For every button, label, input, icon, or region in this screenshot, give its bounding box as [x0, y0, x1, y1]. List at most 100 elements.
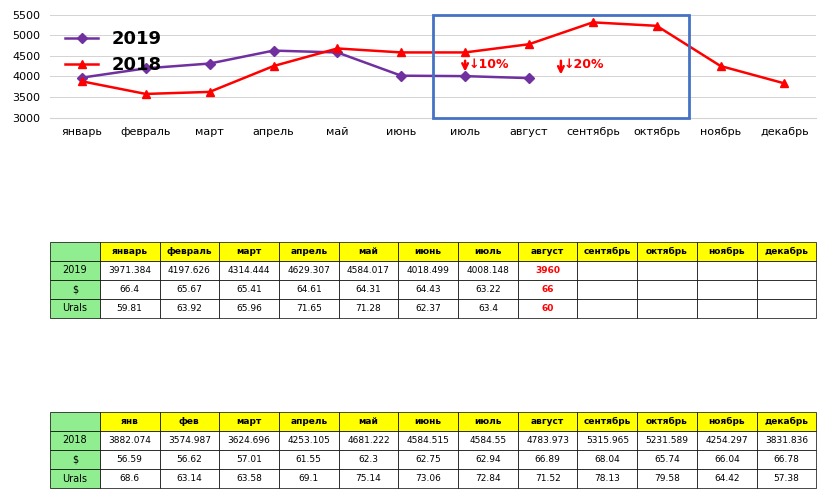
Bar — [50, 450, 100, 469]
Text: 62.3: 62.3 — [358, 455, 378, 464]
Bar — [756, 450, 816, 469]
Text: янв: янв — [121, 417, 138, 426]
2018 — [780, 80, 790, 86]
Text: 68.6: 68.6 — [120, 474, 140, 483]
Text: 64.31: 64.31 — [356, 285, 382, 294]
Text: 64.42: 64.42 — [714, 474, 740, 483]
Text: 59.81: 59.81 — [117, 304, 142, 313]
2019 — [77, 74, 87, 80]
Bar — [577, 450, 637, 469]
Text: 66.89: 66.89 — [535, 455, 561, 464]
Text: 63.4: 63.4 — [478, 304, 498, 313]
2018 — [77, 78, 87, 84]
Bar — [279, 431, 339, 450]
Text: август: август — [531, 417, 564, 426]
Text: 71.52: 71.52 — [535, 474, 561, 483]
Bar — [637, 261, 697, 280]
Bar — [159, 280, 219, 299]
Bar — [518, 299, 577, 318]
Text: 2019: 2019 — [62, 265, 87, 275]
2019 — [524, 75, 534, 81]
Bar — [219, 261, 279, 280]
Bar — [50, 299, 100, 318]
Text: август: август — [531, 246, 564, 256]
Bar — [219, 299, 279, 318]
Text: Urals: Urals — [62, 473, 87, 484]
Text: 56.62: 56.62 — [177, 455, 202, 464]
Bar — [398, 299, 458, 318]
2018 — [460, 49, 470, 55]
Bar — [398, 261, 458, 280]
Bar — [637, 450, 697, 469]
Bar — [100, 242, 159, 261]
Text: 65.67: 65.67 — [177, 285, 202, 294]
Text: май: май — [358, 246, 378, 256]
Bar — [458, 412, 518, 431]
Text: 5315.965: 5315.965 — [586, 436, 629, 445]
Text: 61.55: 61.55 — [296, 455, 322, 464]
Text: 57.01: 57.01 — [236, 455, 262, 464]
2019 — [141, 66, 151, 71]
Bar — [637, 299, 697, 318]
Text: декабрь: декабрь — [765, 246, 809, 256]
Text: 65.74: 65.74 — [654, 455, 680, 464]
Text: 71.65: 71.65 — [296, 304, 322, 313]
Text: 2018: 2018 — [62, 435, 87, 445]
2019 — [397, 73, 407, 79]
Line: 2019: 2019 — [78, 47, 532, 81]
Bar — [756, 299, 816, 318]
Bar — [50, 469, 100, 488]
Text: ноябрь: ноябрь — [708, 246, 745, 256]
Bar — [219, 450, 279, 469]
Bar — [697, 450, 756, 469]
Bar — [159, 450, 219, 469]
Bar — [697, 431, 756, 450]
Bar — [518, 469, 577, 488]
Bar — [50, 261, 100, 280]
Text: 3882.074: 3882.074 — [108, 436, 151, 445]
Bar — [756, 242, 816, 261]
Text: 69.1: 69.1 — [299, 474, 319, 483]
Text: фев: фев — [179, 417, 200, 426]
Bar — [159, 261, 219, 280]
Text: февраль: февраль — [167, 246, 212, 256]
Bar — [339, 242, 398, 261]
Text: 3971.384: 3971.384 — [108, 266, 151, 275]
Bar — [339, 261, 398, 280]
Bar — [756, 431, 816, 450]
2019 — [268, 48, 278, 54]
Bar — [458, 450, 518, 469]
Text: 4254.297: 4254.297 — [706, 436, 748, 445]
Text: 4197.626: 4197.626 — [168, 266, 211, 275]
Bar — [100, 450, 159, 469]
Bar — [159, 431, 219, 450]
Bar — [697, 469, 756, 488]
Bar — [697, 261, 756, 280]
Text: апрель: апрель — [290, 246, 327, 256]
Text: 62.37: 62.37 — [416, 304, 441, 313]
Text: 56.59: 56.59 — [117, 455, 142, 464]
2019 — [205, 61, 215, 67]
Bar — [398, 469, 458, 488]
Text: 3831.836: 3831.836 — [765, 436, 808, 445]
Text: 3574.987: 3574.987 — [168, 436, 211, 445]
Text: 62.94: 62.94 — [475, 455, 501, 464]
Text: май: май — [358, 417, 378, 426]
Text: 5231.589: 5231.589 — [646, 436, 689, 445]
Text: 63.14: 63.14 — [177, 474, 202, 483]
Text: 66.78: 66.78 — [774, 455, 800, 464]
Text: 60: 60 — [541, 304, 554, 313]
Bar — [279, 450, 339, 469]
Text: $: $ — [72, 455, 78, 464]
Bar — [458, 261, 518, 280]
Bar — [279, 242, 339, 261]
Text: 75.14: 75.14 — [356, 474, 382, 483]
Bar — [458, 299, 518, 318]
Text: 65.96: 65.96 — [236, 304, 262, 313]
Bar — [577, 412, 637, 431]
Bar — [577, 469, 637, 488]
Bar — [159, 412, 219, 431]
Text: 63.92: 63.92 — [177, 304, 202, 313]
Bar — [518, 280, 577, 299]
Text: 4018.499: 4018.499 — [407, 266, 450, 275]
